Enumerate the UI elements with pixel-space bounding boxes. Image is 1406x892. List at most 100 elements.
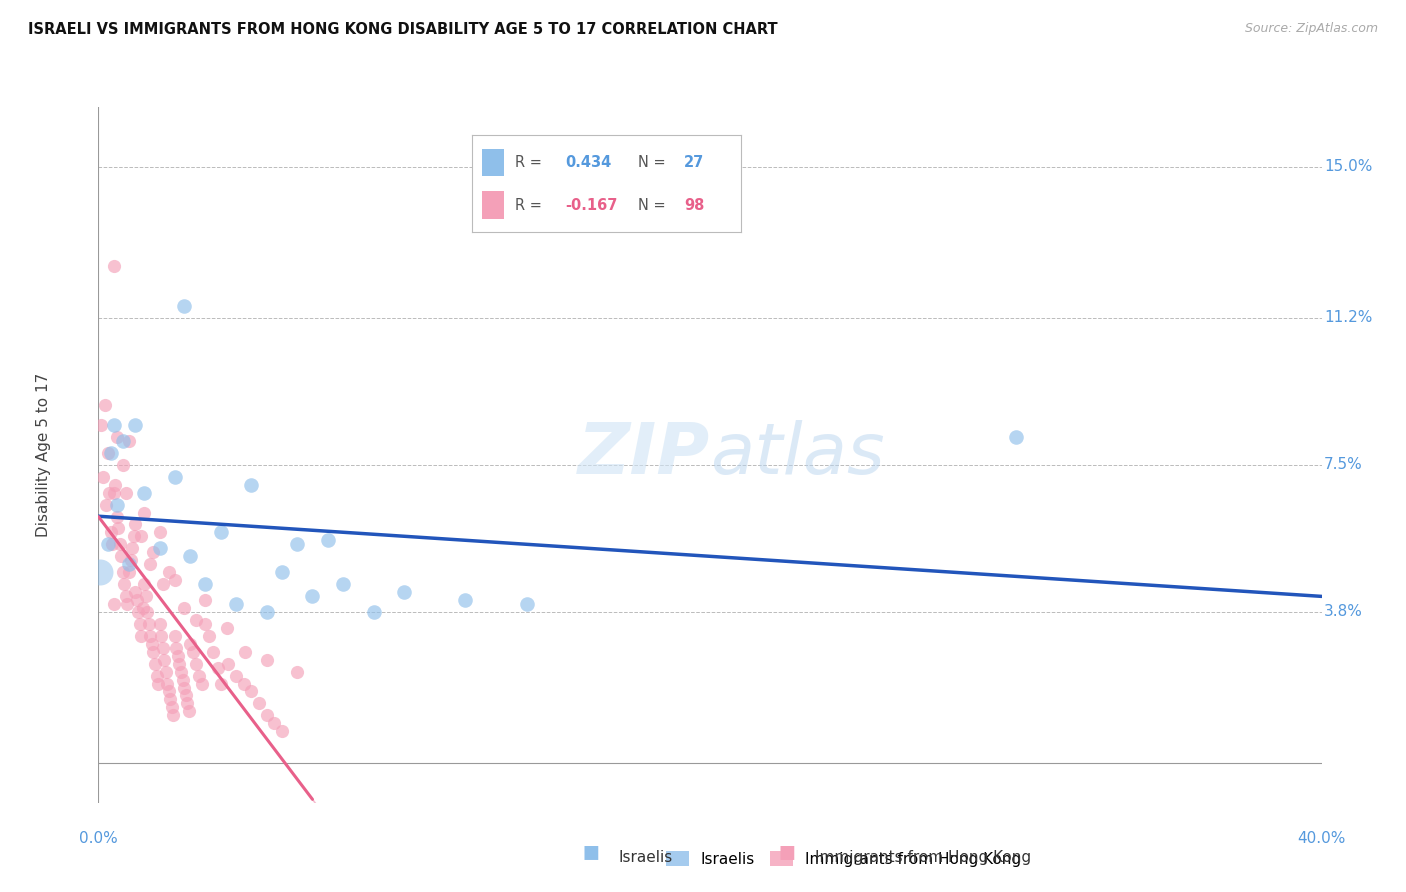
Text: 98: 98 — [685, 197, 704, 212]
Point — [149, 525, 172, 540]
Point — [108, 537, 131, 551]
Point — [98, 485, 121, 500]
Point — [101, 537, 124, 551]
Point — [142, 545, 165, 559]
Point — [90, 418, 112, 433]
Text: ▪: ▪ — [581, 838, 600, 865]
Point — [125, 593, 148, 607]
Point — [163, 629, 186, 643]
Point — [157, 565, 180, 579]
Point — [363, 605, 385, 619]
Point — [139, 558, 162, 572]
Point — [163, 573, 186, 587]
Point — [240, 684, 263, 698]
Text: R =: R = — [515, 197, 546, 212]
Point — [145, 668, 167, 682]
Point — [134, 577, 156, 591]
Point — [132, 601, 155, 615]
Point — [97, 537, 120, 551]
Point — [240, 477, 263, 491]
Point — [152, 640, 174, 655]
Point — [118, 558, 141, 572]
Point — [121, 541, 143, 556]
Point — [197, 629, 219, 643]
Point — [105, 430, 128, 444]
Point — [117, 597, 139, 611]
Point — [194, 593, 217, 607]
Point — [150, 629, 173, 643]
FancyBboxPatch shape — [482, 148, 503, 176]
Point — [103, 418, 125, 433]
Point — [128, 616, 150, 631]
Point — [207, 660, 229, 674]
Point — [162, 708, 184, 723]
Point — [270, 565, 294, 579]
Point — [179, 549, 201, 564]
Point — [91, 470, 114, 484]
Point — [103, 485, 125, 500]
Point — [209, 676, 232, 690]
Text: ▪: ▪ — [778, 838, 797, 865]
Point — [177, 704, 200, 718]
Point — [100, 446, 122, 460]
Point — [105, 509, 128, 524]
Text: Source: ZipAtlas.com: Source: ZipAtlas.com — [1244, 22, 1378, 36]
Point — [179, 637, 201, 651]
Point — [129, 629, 152, 643]
Point — [285, 665, 308, 679]
Point — [188, 668, 211, 682]
Text: N =: N = — [638, 154, 671, 169]
Point — [157, 684, 180, 698]
Point — [173, 299, 195, 313]
Point — [174, 689, 197, 703]
Point — [172, 673, 194, 687]
Point — [225, 597, 247, 611]
Text: atlas: atlas — [710, 420, 884, 490]
Point — [124, 585, 146, 599]
Point — [191, 676, 214, 690]
Point — [103, 597, 125, 611]
Point — [516, 597, 538, 611]
Point — [316, 533, 339, 548]
Point — [138, 616, 160, 631]
Point — [118, 565, 141, 579]
Text: Immigrants from Hong Kong: Immigrants from Hong Kong — [815, 850, 1032, 865]
Point — [134, 485, 156, 500]
Point — [173, 601, 195, 615]
Point — [247, 697, 270, 711]
Text: 11.2%: 11.2% — [1324, 310, 1372, 326]
Point — [122, 529, 145, 543]
Point — [149, 541, 172, 556]
Point — [120, 553, 142, 567]
Text: R =: R = — [515, 154, 546, 169]
Point — [256, 605, 278, 619]
Point — [215, 621, 238, 635]
Point — [134, 506, 156, 520]
Text: N =: N = — [638, 197, 671, 212]
Legend: Israelis, Immigrants from Hong Kong: Israelis, Immigrants from Hong Kong — [665, 851, 1022, 866]
Point — [129, 529, 152, 543]
Point — [115, 589, 138, 603]
Point — [332, 577, 354, 591]
Point — [156, 676, 179, 690]
Text: 40.0%: 40.0% — [1298, 830, 1346, 846]
Point — [392, 585, 416, 599]
Point — [127, 605, 149, 619]
Point — [225, 668, 247, 682]
Point — [111, 458, 134, 472]
Point — [256, 708, 278, 723]
Point — [301, 589, 323, 603]
Point — [159, 692, 181, 706]
Point — [118, 434, 141, 448]
Point — [186, 613, 208, 627]
Point — [141, 637, 163, 651]
Point — [135, 589, 157, 603]
Point — [170, 665, 193, 679]
Point — [107, 521, 129, 535]
Text: 3.8%: 3.8% — [1324, 605, 1362, 619]
Point — [153, 653, 176, 667]
Point — [194, 577, 217, 591]
Point — [124, 418, 146, 433]
Point — [160, 700, 183, 714]
Point — [103, 259, 125, 273]
